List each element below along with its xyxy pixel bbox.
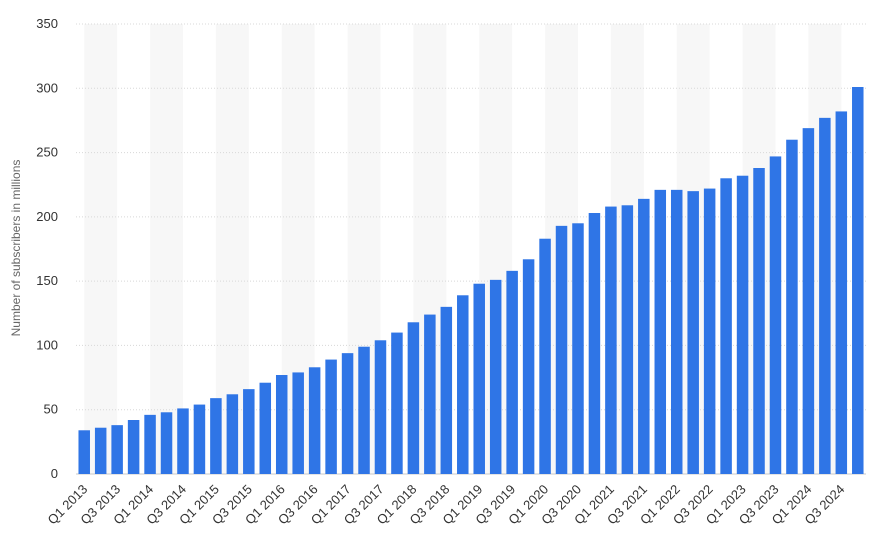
bars <box>78 87 864 475</box>
bar[interactable] <box>654 189 667 474</box>
bar[interactable] <box>358 346 370 474</box>
bar[interactable] <box>473 283 485 474</box>
y-tick-label: 250 <box>36 145 58 160</box>
bar[interactable] <box>127 420 140 474</box>
bar[interactable] <box>720 178 732 475</box>
bar[interactable] <box>94 427 107 474</box>
bar[interactable] <box>703 188 716 475</box>
bar[interactable] <box>111 425 123 474</box>
y-tick-label: 100 <box>36 337 58 352</box>
bar[interactable] <box>736 175 749 474</box>
bar[interactable] <box>308 367 321 474</box>
y-axis-ticks: 0 50 100 150 200 250 300 350 <box>36 16 58 481</box>
y-tick-label: 300 <box>36 80 58 95</box>
bar[interactable] <box>457 295 469 474</box>
bar[interactable] <box>144 414 156 474</box>
bar[interactable] <box>621 205 634 475</box>
bar[interactable] <box>243 389 255 474</box>
bar[interactable] <box>769 156 782 474</box>
bar[interactable] <box>407 322 420 474</box>
bar[interactable] <box>835 111 848 474</box>
bar[interactable] <box>819 117 831 474</box>
bar[interactable] <box>555 225 568 474</box>
bar[interactable] <box>193 404 206 474</box>
y-axis-title: Number of subscribers in millions <box>9 160 23 337</box>
bar[interactable] <box>489 279 502 474</box>
bar[interactable] <box>852 87 864 474</box>
bar[interactable] <box>605 206 617 475</box>
bar[interactable] <box>802 128 815 474</box>
bar[interactable] <box>210 398 222 474</box>
bar[interactable] <box>374 340 387 474</box>
bar[interactable] <box>391 332 403 474</box>
year-band <box>150 24 183 474</box>
gridlines <box>76 23 866 475</box>
year-band <box>84 24 118 474</box>
bar[interactable] <box>325 359 337 474</box>
y-tick-label: 0 <box>51 466 58 481</box>
bar[interactable] <box>522 259 535 474</box>
y-tick-label: 200 <box>36 209 58 224</box>
bar[interactable] <box>753 168 765 474</box>
bar[interactable] <box>275 375 288 474</box>
bar[interactable] <box>440 306 453 474</box>
bar[interactable] <box>786 139 798 474</box>
bar[interactable] <box>292 372 304 474</box>
bar[interactable] <box>259 382 272 474</box>
bar[interactable] <box>638 198 650 474</box>
y-tick-label: 350 <box>36 16 58 31</box>
bar[interactable] <box>226 394 239 474</box>
y-tick-label: 50 <box>44 402 58 417</box>
bar[interactable] <box>539 238 551 474</box>
bar[interactable] <box>670 189 683 474</box>
bar[interactable] <box>341 353 354 474</box>
bar[interactable] <box>177 408 189 474</box>
bar[interactable] <box>588 213 601 474</box>
bar[interactable] <box>572 223 584 474</box>
bar[interactable] <box>506 270 518 474</box>
bar[interactable] <box>78 430 90 474</box>
y-tick-label: 150 <box>36 273 58 288</box>
bar[interactable] <box>424 314 436 474</box>
bar[interactable] <box>160 412 173 474</box>
bar[interactable] <box>687 191 699 474</box>
